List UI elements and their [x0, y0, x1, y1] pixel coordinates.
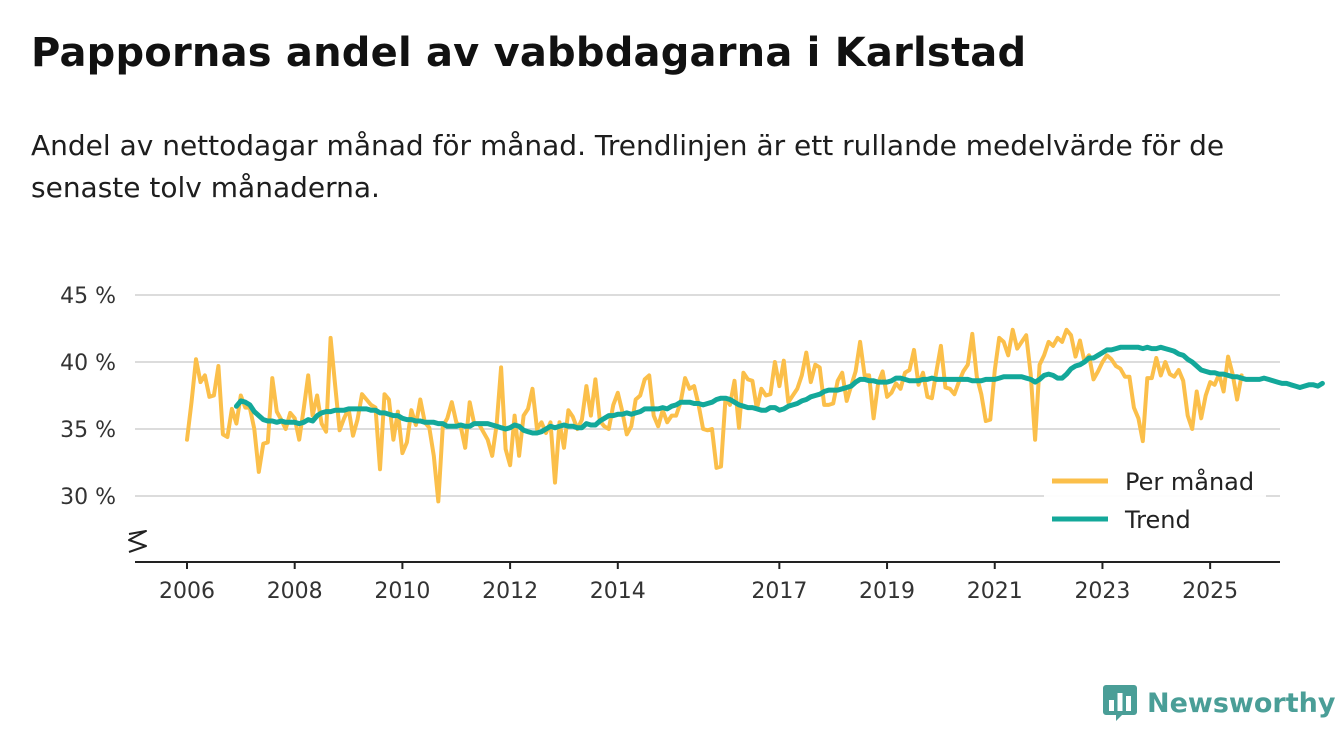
x-tick-label: 2012	[482, 579, 538, 604]
y-tick-label: 35 %	[60, 418, 116, 443]
data-series	[185, 327, 1325, 504]
x-tick-label: 2014	[590, 579, 646, 604]
x-tick-label: 2019	[859, 579, 915, 604]
chart-subtitle: Andel av nettodagar månad för månad. Tre…	[31, 129, 1225, 204]
x-tick-label: 2010	[374, 579, 430, 604]
axis-break-icon	[128, 530, 147, 553]
x-tick-label: 2025	[1182, 579, 1238, 604]
legend-label-per-manad: Per månad	[1125, 467, 1254, 496]
series-line-per-manad	[185, 327, 1244, 504]
x-tick-label: 2017	[751, 579, 807, 604]
brand-logo: Newsworthy	[1103, 683, 1335, 723]
line-chart: 30 % 35 % 40 % 45 % 2006 2008 2010 2012 2014 201…	[60, 284, 1325, 604]
y-tick-label: 45 %	[60, 284, 116, 309]
x-tick-label: 2008	[267, 579, 323, 604]
chart-title: Pappornas andel av vabbdagarna i Karlsta…	[31, 30, 1027, 76]
x-tick-label: 2021	[967, 579, 1023, 604]
x-tick-label: 2006	[159, 579, 215, 604]
y-tick-label: 30 %	[60, 485, 116, 510]
x-axis: 2006 2008 2010 2012 2014 2017 2019 2021 2023 2025	[135, 561, 1280, 604]
bar-chart-speech-bubble-icon	[1103, 685, 1137, 721]
y-tick-label: 40 %	[60, 351, 116, 376]
legend-label-trend: Trend	[1124, 506, 1191, 534]
x-tick-label: 2023	[1074, 579, 1130, 604]
legend-background	[1044, 460, 1266, 544]
series-line-trend	[233, 344, 1325, 436]
legend: Per månad Trend	[1044, 460, 1266, 544]
y-axis-ticks: 30 % 35 % 40 % 45 %	[60, 284, 116, 510]
brand-name: Newsworthy	[1147, 687, 1336, 719]
